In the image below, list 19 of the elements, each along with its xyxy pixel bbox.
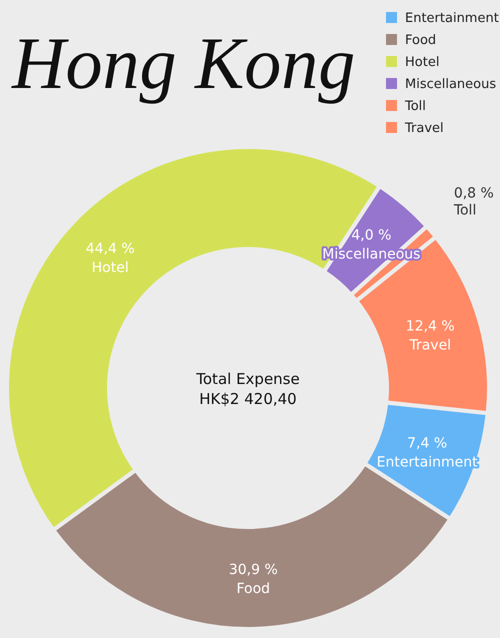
legend-label: Miscellaneous [405,77,496,92]
slice-label: Food [236,580,270,597]
data-label: 44,4 % [86,241,135,258]
text: HK$2 420,40 [199,390,297,408]
data-label: 7,4 % [407,435,448,452]
data-label: 4,0 % [351,228,392,244]
slice-label: Toll [452,202,476,218]
slice-label: Hotel [92,260,129,276]
data-label: 12,4 % [406,318,455,334]
slice-label: Travel [408,337,452,354]
legend-label: Entertainment [405,11,499,26]
legend-label: Travel [404,121,444,136]
chart-title: Hong Kong [11,23,356,105]
data-label: 0,8 % [454,185,494,202]
legend-label: Food [405,33,436,48]
legend-label: Toll [404,99,426,114]
data-label: 30,9 % [228,562,278,578]
legend-label: Hotel [405,55,440,70]
text: Total Expense [195,370,300,388]
